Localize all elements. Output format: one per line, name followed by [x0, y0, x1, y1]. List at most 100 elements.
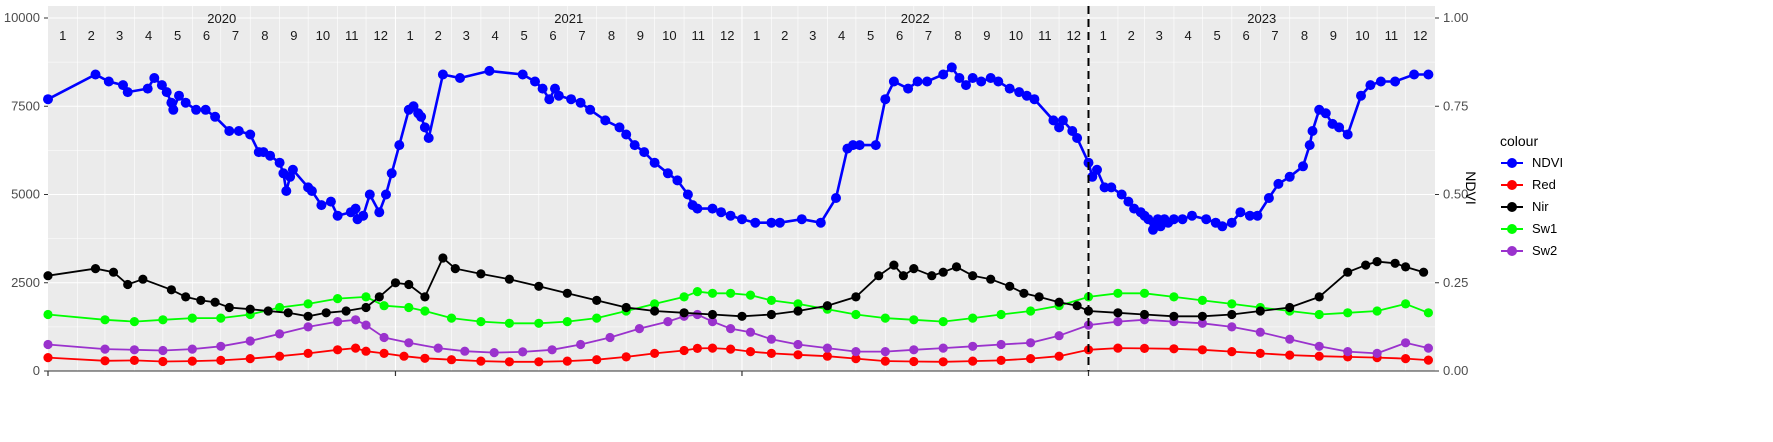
data-point [766, 309, 777, 320]
data-point [562, 356, 572, 366]
data-point [43, 353, 53, 363]
data-point [187, 344, 197, 354]
data-point [726, 288, 736, 298]
data-point [1197, 345, 1207, 355]
month-label: 10 [662, 28, 676, 43]
month-label: 6 [203, 28, 210, 43]
data-point [888, 76, 899, 87]
data-point [650, 306, 660, 316]
data-point [394, 140, 405, 151]
data-point [361, 320, 371, 330]
data-point [245, 304, 255, 314]
data-point [831, 193, 841, 203]
data-point [1029, 94, 1040, 105]
data-point [123, 279, 133, 290]
data-point [745, 347, 756, 357]
series-red [43, 343, 1433, 367]
series-line [47, 347, 1429, 363]
data-point [275, 329, 285, 339]
data-point [774, 217, 785, 228]
data-point [1113, 317, 1123, 327]
data-point [530, 76, 540, 87]
data-point [951, 262, 962, 272]
month-label: 2 [781, 28, 788, 43]
data-point [1372, 306, 1382, 316]
data-point [1285, 350, 1295, 360]
data-point [374, 292, 384, 302]
month-label: 5 [1214, 28, 1221, 43]
data-point [1372, 348, 1382, 358]
data-point [341, 306, 351, 316]
data-point [333, 345, 343, 355]
data-point [306, 186, 317, 196]
data-point [968, 271, 978, 281]
data-point [283, 308, 293, 318]
data-point [725, 210, 736, 221]
data-point [1197, 318, 1207, 328]
data-point [679, 345, 689, 356]
data-point [1419, 267, 1429, 277]
data-point [138, 274, 148, 284]
data-point [1423, 355, 1433, 365]
data-point [605, 332, 615, 343]
data-point [433, 343, 443, 353]
data-point [726, 324, 736, 334]
data-point [1401, 262, 1411, 272]
month-label: 3 [1156, 28, 1163, 43]
data-point [1169, 311, 1179, 321]
data-point [909, 356, 919, 367]
data-point [707, 288, 718, 298]
data-point [450, 264, 460, 274]
data-point [1026, 306, 1036, 316]
data-point [142, 83, 153, 94]
data-point [460, 346, 470, 356]
data-point [822, 301, 833, 311]
data-point [180, 97, 191, 108]
month-label: 5 [867, 28, 874, 43]
data-point [224, 126, 235, 136]
data-point [174, 90, 184, 101]
data-point [1197, 295, 1207, 305]
data-point [1169, 344, 1179, 354]
y-tick-label: 0 [33, 363, 40, 378]
data-point [954, 73, 965, 83]
data-point [672, 175, 683, 186]
month-label: 8 [954, 28, 961, 43]
data-point [793, 350, 803, 360]
data-point [156, 80, 167, 91]
data-point [332, 210, 343, 221]
data-point [1054, 351, 1064, 361]
data-point [420, 292, 430, 302]
data-point [446, 313, 457, 323]
legend-title: colour [1500, 133, 1538, 149]
data-point [210, 297, 220, 307]
month-label: 2 [1128, 28, 1135, 43]
data-point [621, 352, 631, 362]
data-point [1409, 69, 1420, 80]
month-label: 1 [59, 28, 66, 43]
data-point [716, 207, 727, 218]
data-point [158, 315, 168, 325]
data-point [750, 217, 761, 228]
legend-label: Nir [1532, 199, 1549, 214]
data-point [233, 126, 244, 136]
data-point [870, 140, 881, 151]
data-point [854, 140, 865, 151]
data-point [1356, 90, 1366, 101]
data-point [898, 271, 909, 281]
data-point [938, 357, 948, 367]
data-point [1168, 214, 1179, 225]
data-point [1169, 292, 1179, 302]
data-point [224, 302, 234, 313]
data-point [621, 129, 632, 140]
data-point [161, 87, 172, 98]
data-point [976, 76, 987, 87]
data-point [158, 356, 168, 367]
data-point [1026, 338, 1036, 348]
data-point [576, 339, 586, 350]
data-point [210, 111, 221, 122]
series-layer [43, 62, 1434, 367]
data-point [692, 287, 703, 297]
year-label: 2023 [1247, 11, 1276, 26]
